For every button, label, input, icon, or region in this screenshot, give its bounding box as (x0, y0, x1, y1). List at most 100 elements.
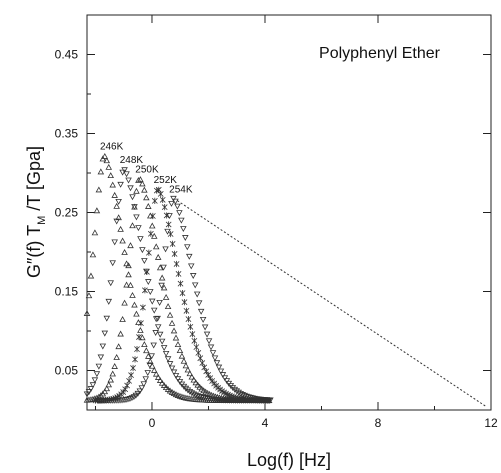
data-point (147, 230, 154, 237)
data-point (129, 291, 136, 298)
data-point (142, 376, 150, 383)
x-axis-label: Log(f) [Hz] (247, 450, 331, 470)
series-label: 254K (169, 184, 193, 195)
data-point (174, 376, 182, 383)
data-point (107, 280, 115, 287)
data-point (184, 387, 192, 394)
data-point (137, 327, 144, 333)
data-point (201, 324, 209, 331)
data-point (91, 229, 99, 236)
data-point (161, 204, 168, 211)
data-point (205, 338, 213, 345)
data-point (158, 274, 166, 281)
data-point (219, 372, 227, 379)
y-label-subscript: M (36, 216, 48, 225)
data-point (134, 346, 140, 353)
data-point (175, 270, 182, 278)
data-point (180, 357, 188, 364)
data-point (131, 203, 138, 210)
data-point (143, 347, 150, 354)
data-point (101, 388, 109, 395)
data-point (245, 394, 252, 401)
data-point (137, 176, 144, 183)
data-point (229, 385, 237, 392)
data-point (207, 344, 215, 351)
data-point (189, 273, 197, 279)
data-point (197, 308, 205, 315)
reference-line (177, 200, 486, 407)
data-point (97, 168, 105, 175)
data-point (215, 364, 223, 371)
data-point (166, 361, 174, 368)
data-point (170, 195, 177, 202)
data-point (127, 281, 134, 288)
data-point (160, 345, 168, 352)
data-point (180, 226, 187, 233)
series-label: 248K (120, 155, 144, 166)
data-point (164, 228, 171, 235)
data-point (160, 382, 168, 388)
data-point (166, 213, 173, 220)
data-point (160, 284, 168, 291)
data-point (169, 240, 176, 248)
data-point (125, 177, 132, 184)
data-point (101, 152, 109, 159)
data-point (105, 298, 113, 305)
data-point (141, 341, 148, 347)
data-point (130, 364, 136, 372)
data-point (192, 392, 200, 399)
data-point (132, 356, 138, 363)
data-point (127, 242, 134, 249)
data-point (190, 376, 198, 383)
data-point (179, 289, 186, 297)
y-axis-label: G″(f) TM /T [Gpa] (24, 146, 48, 278)
data-point (123, 281, 130, 288)
data-point (152, 316, 160, 323)
y-label-main: G″(f) T (24, 225, 44, 278)
data-point (168, 200, 175, 207)
data-point (176, 210, 183, 217)
data-point (148, 222, 156, 229)
data-point (166, 311, 174, 318)
data-point (176, 347, 184, 354)
data-point (243, 393, 250, 400)
data-point (157, 190, 164, 198)
data-point (125, 271, 132, 278)
series-252K: 252K (92, 175, 273, 404)
data-point (105, 381, 113, 388)
data-point (221, 375, 229, 382)
data-point (196, 394, 204, 400)
data-point (136, 333, 142, 341)
data-point (150, 366, 158, 373)
data-point (133, 310, 140, 317)
data-point (231, 386, 239, 393)
data-point (182, 385, 190, 392)
data-point (164, 303, 172, 309)
data-point (159, 196, 166, 203)
data-point (113, 218, 120, 225)
data-point (195, 300, 203, 307)
data-point (109, 260, 116, 267)
data-point (140, 304, 146, 311)
data-point (154, 253, 162, 260)
data-point (138, 320, 144, 327)
data-point (211, 355, 219, 362)
data-point (139, 180, 146, 187)
data-point (162, 350, 170, 357)
data-point (194, 381, 202, 388)
data-point (85, 389, 93, 396)
data-point (154, 315, 161, 322)
data-point (186, 370, 194, 377)
data-point (117, 330, 124, 337)
data-point (152, 330, 159, 336)
data-point (191, 337, 198, 344)
data-point (217, 368, 225, 375)
data-point (209, 350, 217, 357)
data-point (125, 262, 132, 269)
data-point (184, 244, 191, 251)
data-point (156, 299, 163, 306)
data-point (162, 293, 170, 300)
data-point (111, 239, 118, 246)
y-tick-label: 0.45 (55, 48, 79, 62)
data-point (121, 249, 128, 255)
